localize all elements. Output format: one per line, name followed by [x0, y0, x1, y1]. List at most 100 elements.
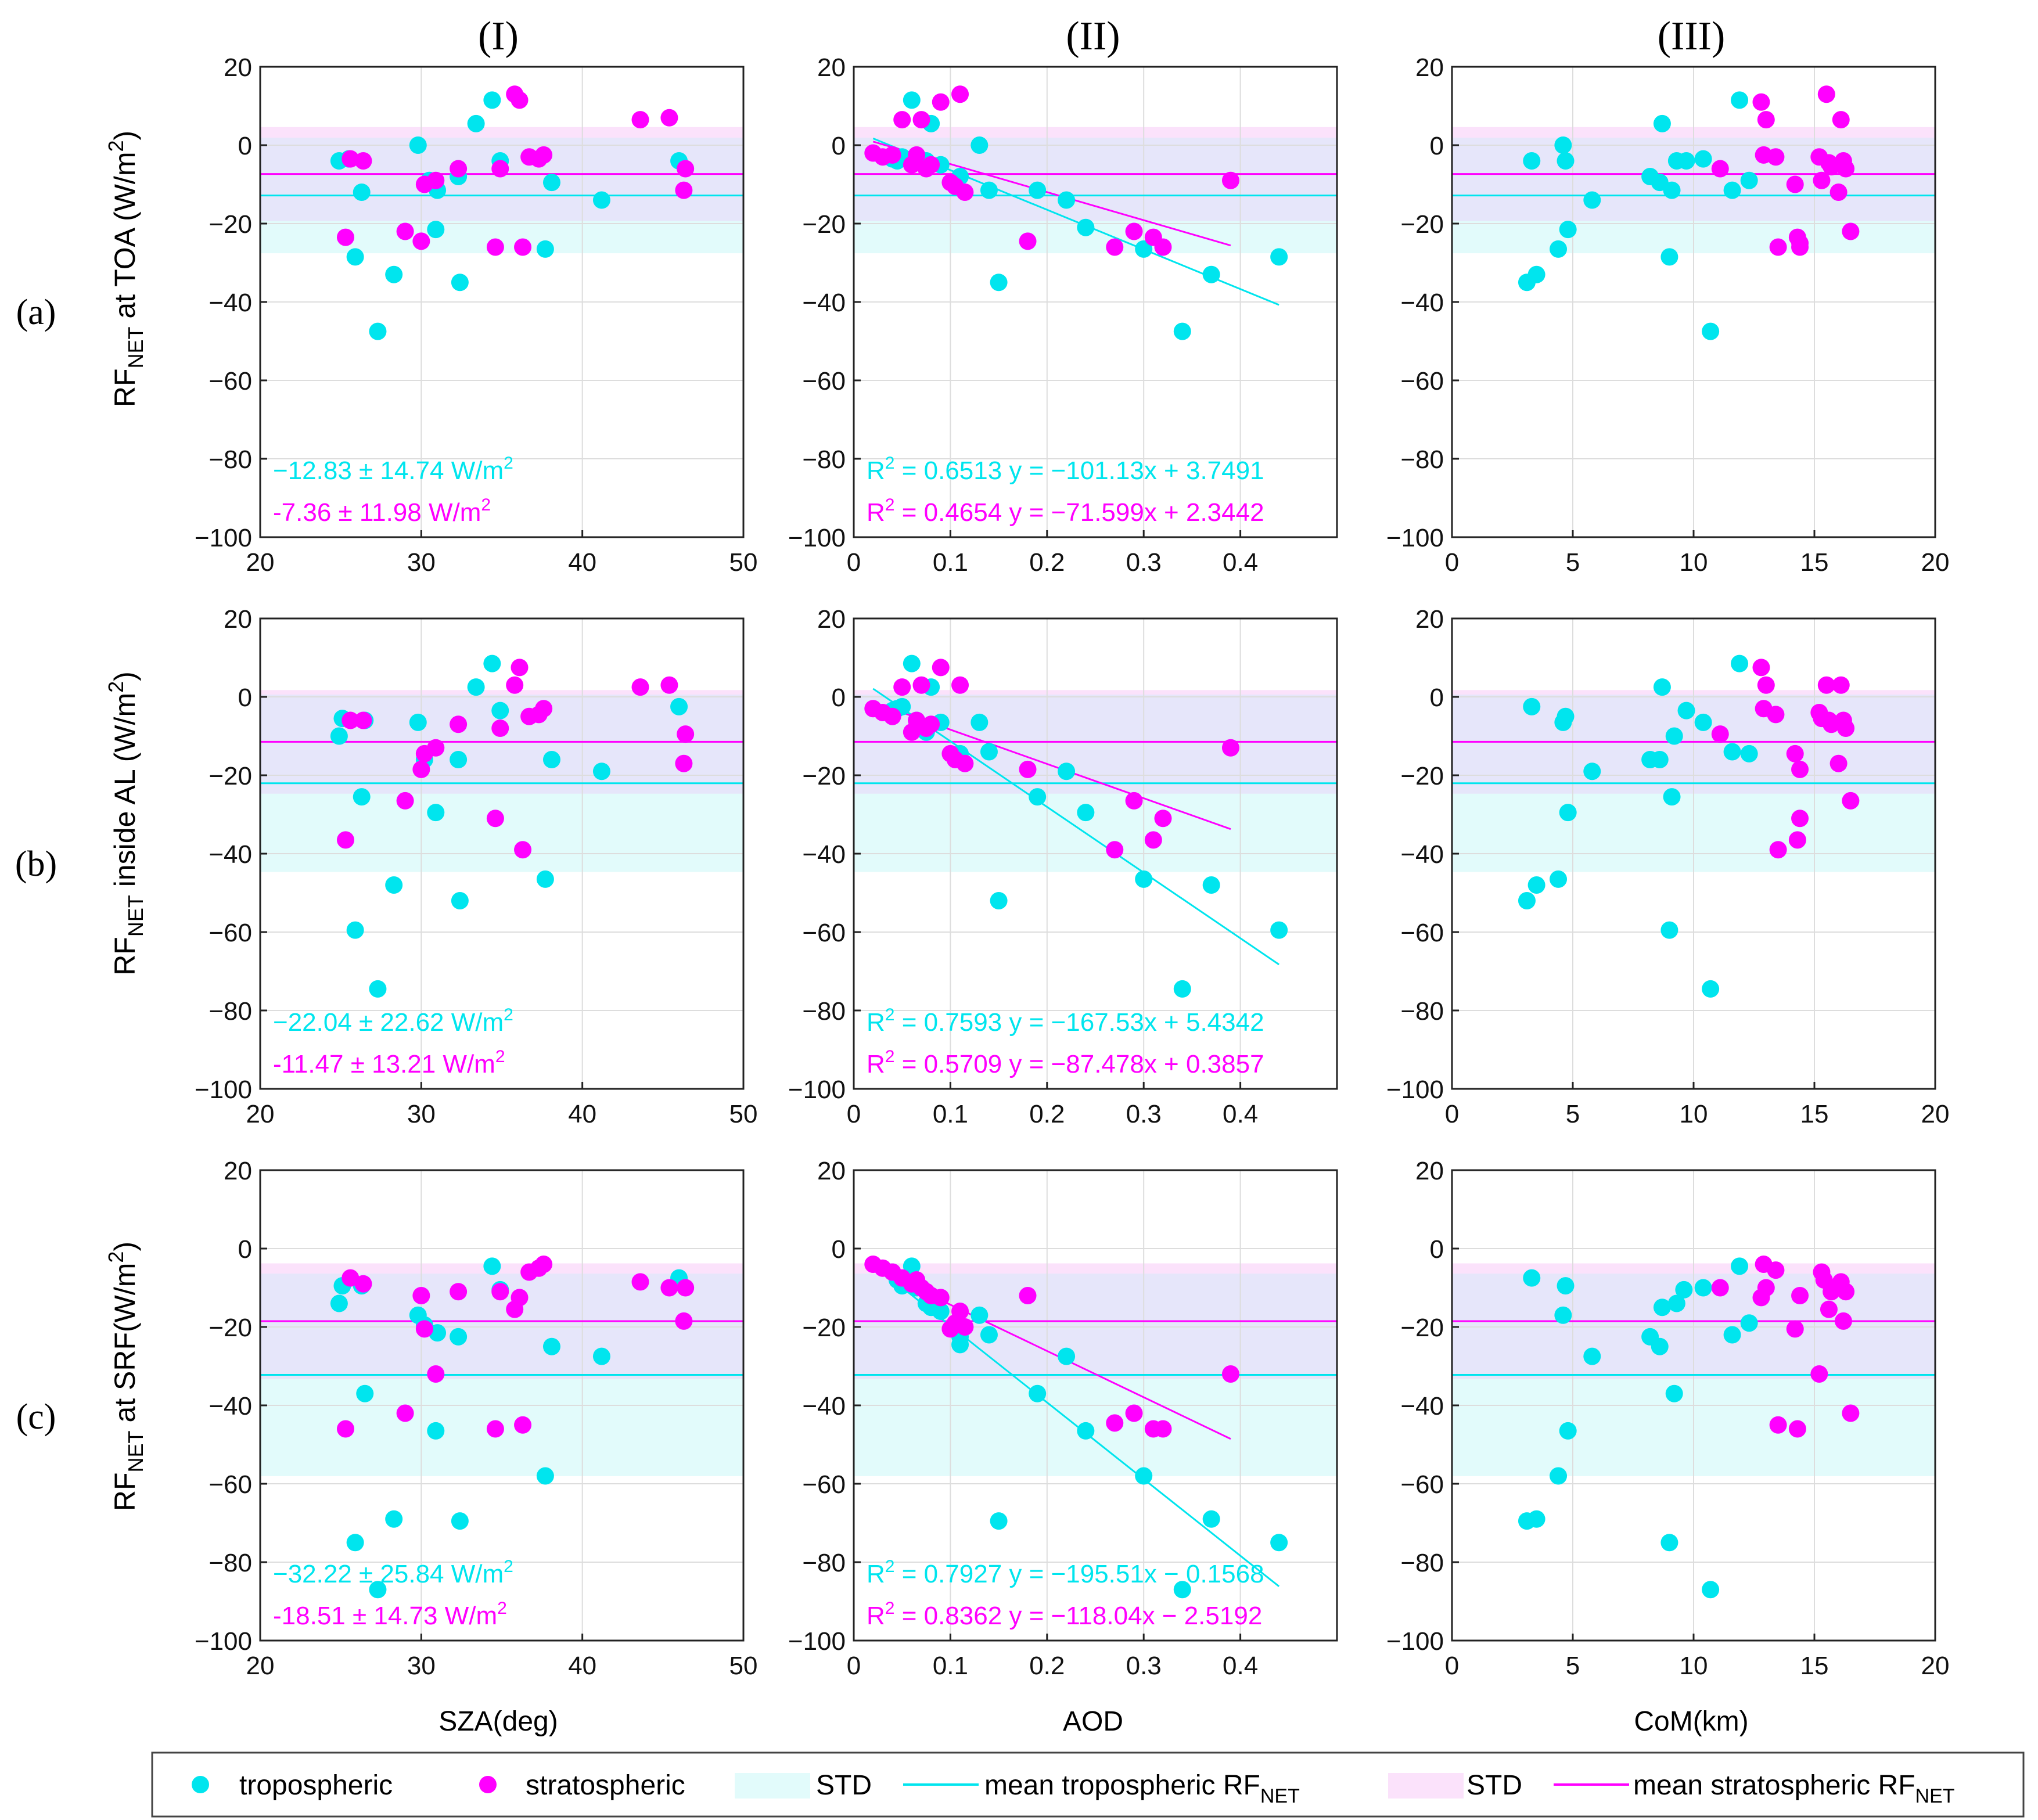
tropospheric-point [592, 1347, 610, 1365]
y-tick-label: −100 [195, 1076, 252, 1104]
tropospheric-point [1077, 218, 1095, 236]
tropospheric-point [1077, 1422, 1095, 1440]
stratospheric-point [956, 184, 974, 201]
stratospheric-point [412, 1287, 430, 1304]
stratospheric-point [1820, 1300, 1838, 1318]
tropospheric-point [450, 751, 468, 768]
std-overlap-band [854, 138, 1337, 221]
tropospheric-point [670, 697, 688, 715]
legend-strato-dot [479, 1776, 497, 1793]
tropospheric-point [1135, 1467, 1153, 1485]
stratospheric-point [1813, 171, 1831, 189]
legend-tropo-std-patch [735, 1773, 810, 1799]
tropospheric-point [1527, 1510, 1545, 1528]
tropospheric-point [1058, 762, 1076, 780]
tropospheric-point [1135, 870, 1153, 888]
x-tick-label: 50 [729, 1100, 758, 1128]
std-overlap-band [854, 695, 1337, 794]
y-tick-label: 0 [1430, 1235, 1444, 1264]
x-tick-label: 0.4 [1223, 1652, 1258, 1680]
y-tick-label: 0 [1430, 684, 1444, 712]
x-tick-label: 30 [407, 548, 436, 577]
tropospheric-point [1660, 921, 1678, 939]
x-tick-label: 5 [1566, 548, 1580, 577]
y-tick-label: −80 [802, 445, 846, 474]
x-tick-label: 0.1 [933, 1100, 968, 1128]
tropospheric-point [1029, 181, 1047, 199]
tropospheric-point [1731, 654, 1749, 672]
x-tick-label: 40 [568, 1100, 596, 1128]
y-tick-label: 0 [1430, 132, 1444, 160]
y-tick-label: 20 [817, 53, 846, 82]
y-tick-label: 20 [224, 1157, 252, 1185]
tropospheric-point [1077, 804, 1095, 822]
tropospheric-point [980, 181, 998, 199]
x-tick-label: 50 [729, 548, 758, 577]
tropospheric-point [536, 240, 554, 258]
annotation-strato: R2 = 0.5709 y = −87.478x + 0.3857 [867, 1047, 1264, 1078]
annotation-tropo: R2 = 0.7927 y = −195.51x − 0.1568 [867, 1557, 1264, 1588]
stratospheric-point [675, 754, 693, 772]
y-tick-label: 20 [224, 53, 252, 82]
stratospheric-point [1791, 810, 1809, 828]
tropospheric-point [1663, 181, 1681, 199]
stratospheric-point [336, 1420, 354, 1438]
stratospheric-point [412, 232, 430, 250]
legend-tropo-mean-label: mean tropospheric RFNET [984, 1770, 1300, 1807]
stratospheric-point [514, 238, 532, 256]
tropospheric-point [1651, 751, 1669, 768]
x-tick-label: 10 [1680, 1100, 1708, 1128]
x-tick-label: 0.2 [1029, 1652, 1065, 1680]
stratospheric-point [1757, 676, 1775, 694]
x-tick-label: 0 [847, 548, 861, 577]
y-tick-label: −20 [802, 210, 846, 239]
tropospheric-point [1653, 114, 1671, 132]
x-tick-label: 0.3 [1126, 1100, 1162, 1128]
tropospheric-point [409, 713, 427, 731]
tropospheric-point [980, 743, 998, 761]
tropospheric-point [1527, 265, 1545, 283]
x-tick-label: 40 [568, 548, 596, 577]
y-tick-label: −40 [1400, 289, 1444, 317]
stratospheric-point [1810, 1365, 1828, 1383]
stratospheric-point [675, 181, 693, 199]
stratospheric-point [427, 171, 445, 189]
stratospheric-point [427, 739, 445, 757]
tropospheric-point [951, 1336, 969, 1354]
stratospheric-point [1788, 1420, 1806, 1438]
stratospheric-point [677, 725, 695, 743]
tropospheric-point [483, 91, 501, 109]
stratospheric-point [660, 109, 678, 127]
stratospheric-point [1125, 1404, 1143, 1422]
stratospheric-point [1769, 238, 1787, 256]
tropospheric-point [1665, 727, 1683, 745]
y-tick-label: 0 [238, 1235, 252, 1264]
tropospheric-point [1202, 876, 1220, 894]
stratospheric-point [1817, 676, 1835, 694]
tropospheric-point [903, 654, 921, 672]
stratospheric-point [1106, 238, 1124, 256]
stratospheric-point [1711, 725, 1729, 743]
tropospheric-point [330, 727, 348, 745]
tropospheric-point [1675, 1281, 1693, 1299]
y-tick-label: 0 [832, 684, 846, 712]
stratospheric-point [1106, 841, 1124, 859]
stratospheric-point [1752, 93, 1770, 111]
stratospheric-point [1106, 1414, 1124, 1432]
tropospheric-point [427, 804, 445, 822]
tropospheric-point [971, 136, 989, 154]
tropospheric-point [483, 1257, 501, 1275]
annotation-strato: -7.36 ± 11.98 W/m2 [273, 495, 491, 527]
y-tick-label: 20 [1415, 605, 1444, 634]
legend: tropospheric stratospheric STD mean trop… [151, 1751, 2025, 1818]
stratospheric-point [396, 1404, 414, 1422]
tropo-regression-line [872, 688, 1280, 966]
tropospheric-point [1202, 265, 1220, 283]
annotation-tropo: −22.04 ± 22.62 W/m2 [273, 1005, 513, 1037]
legend-tropo-std-label: STD [816, 1770, 872, 1801]
tropospheric-point [1660, 1534, 1678, 1552]
y-tick-label: −40 [802, 289, 846, 317]
tropospheric-point [385, 265, 403, 283]
